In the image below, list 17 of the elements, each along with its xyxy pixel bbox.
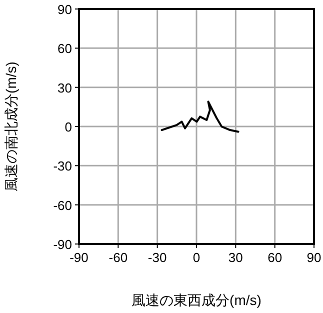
y-tick-label: 90 bbox=[58, 2, 72, 17]
y-tick-label: -60 bbox=[53, 198, 72, 213]
y-tick-label: -90 bbox=[53, 237, 72, 252]
x-tick-label: -30 bbox=[148, 250, 167, 265]
x-tick-label: 90 bbox=[306, 250, 322, 265]
y-tick-label: 30 bbox=[58, 80, 72, 96]
x-tick-label: 30 bbox=[228, 250, 243, 265]
x-tick-label: -60 bbox=[108, 250, 128, 265]
line-series bbox=[160, 100, 240, 133]
y-tick-label: 60 bbox=[58, 41, 72, 56]
y-axis-title: 風速の南北成分(m/s) bbox=[3, 62, 19, 192]
y-tick-label: -30 bbox=[53, 158, 72, 174]
y-tick-label: 0 bbox=[64, 120, 72, 134]
x-tick-label: -90 bbox=[70, 250, 88, 265]
x-axis-title: 風速の東西成分(m/s) bbox=[132, 292, 262, 308]
x-tick-label: 0 bbox=[192, 250, 200, 265]
x-tick-label: 60 bbox=[268, 250, 282, 265]
